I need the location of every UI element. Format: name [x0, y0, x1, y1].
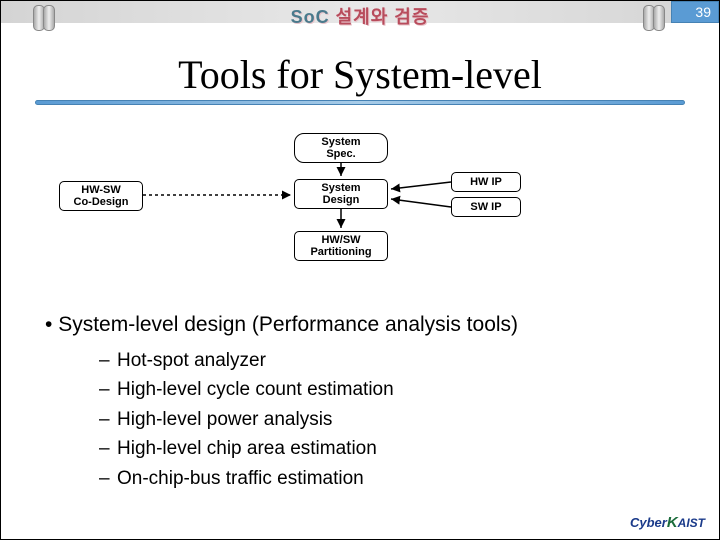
- node-label: Partitioning: [310, 246, 371, 258]
- list-item-text: On-chip-bus traffic estimation: [117, 468, 364, 489]
- flow-diagram: System Spec. HW-SW Co-Design System Desi…: [1, 121, 719, 301]
- list-item-text: High-level chip area estimation: [117, 438, 377, 459]
- node-label: HW IP: [470, 176, 502, 188]
- list-item-text: Hot-spot analyzer: [117, 350, 266, 371]
- node-label: Design: [323, 194, 360, 206]
- list-item: –High-level cycle count estimation: [99, 376, 679, 405]
- list-item-text: High-level cycle count estimation: [117, 379, 394, 400]
- node-hw-ip: HW IP: [451, 172, 521, 192]
- main-bullet: • System-level design (Performance analy…: [45, 309, 679, 341]
- footer-logo: CyberKAIST: [630, 514, 705, 531]
- node-label: System: [321, 182, 360, 194]
- header-soc: SoC: [291, 7, 330, 27]
- node-system-spec: System Spec.: [294, 133, 388, 163]
- logo-cyber: Cyber: [630, 515, 667, 530]
- list-item: –High-level chip area estimation: [99, 435, 679, 464]
- list-item: –On-chip-bus traffic estimation: [99, 465, 679, 494]
- title-underline: [35, 100, 685, 105]
- node-partitioning: HW/SW Partitioning: [294, 231, 388, 261]
- node-codesign: HW-SW Co-Design: [59, 181, 143, 211]
- sub-bullet-list: –Hot-spot analyzer –High-level cycle cou…: [99, 347, 679, 494]
- list-item: –Hot-spot analyzer: [99, 347, 679, 376]
- node-label: SW IP: [470, 201, 501, 213]
- node-label: System: [321, 136, 360, 148]
- logo-aist: AIST: [678, 516, 705, 530]
- main-bullet-text: System-level design (Performance analysi…: [58, 313, 518, 336]
- body-content: • System-level design (Performance analy…: [45, 309, 679, 494]
- list-item: –High-level power analysis: [99, 406, 679, 435]
- slide-title: Tools for System-level: [1, 51, 719, 98]
- header-title: SoC 설계와 검증: [1, 3, 719, 29]
- node-label: Co-Design: [74, 196, 129, 208]
- list-item-text: High-level power analysis: [117, 409, 332, 430]
- logo-k: K: [667, 514, 678, 531]
- header-rest: 설계와 검증: [336, 7, 430, 27]
- node-label: HW-SW: [81, 184, 121, 196]
- node-label: Spec.: [326, 148, 355, 160]
- node-sw-ip: SW IP: [451, 197, 521, 217]
- node-label: HW/SW: [321, 234, 360, 246]
- node-system-design: System Design: [294, 179, 388, 209]
